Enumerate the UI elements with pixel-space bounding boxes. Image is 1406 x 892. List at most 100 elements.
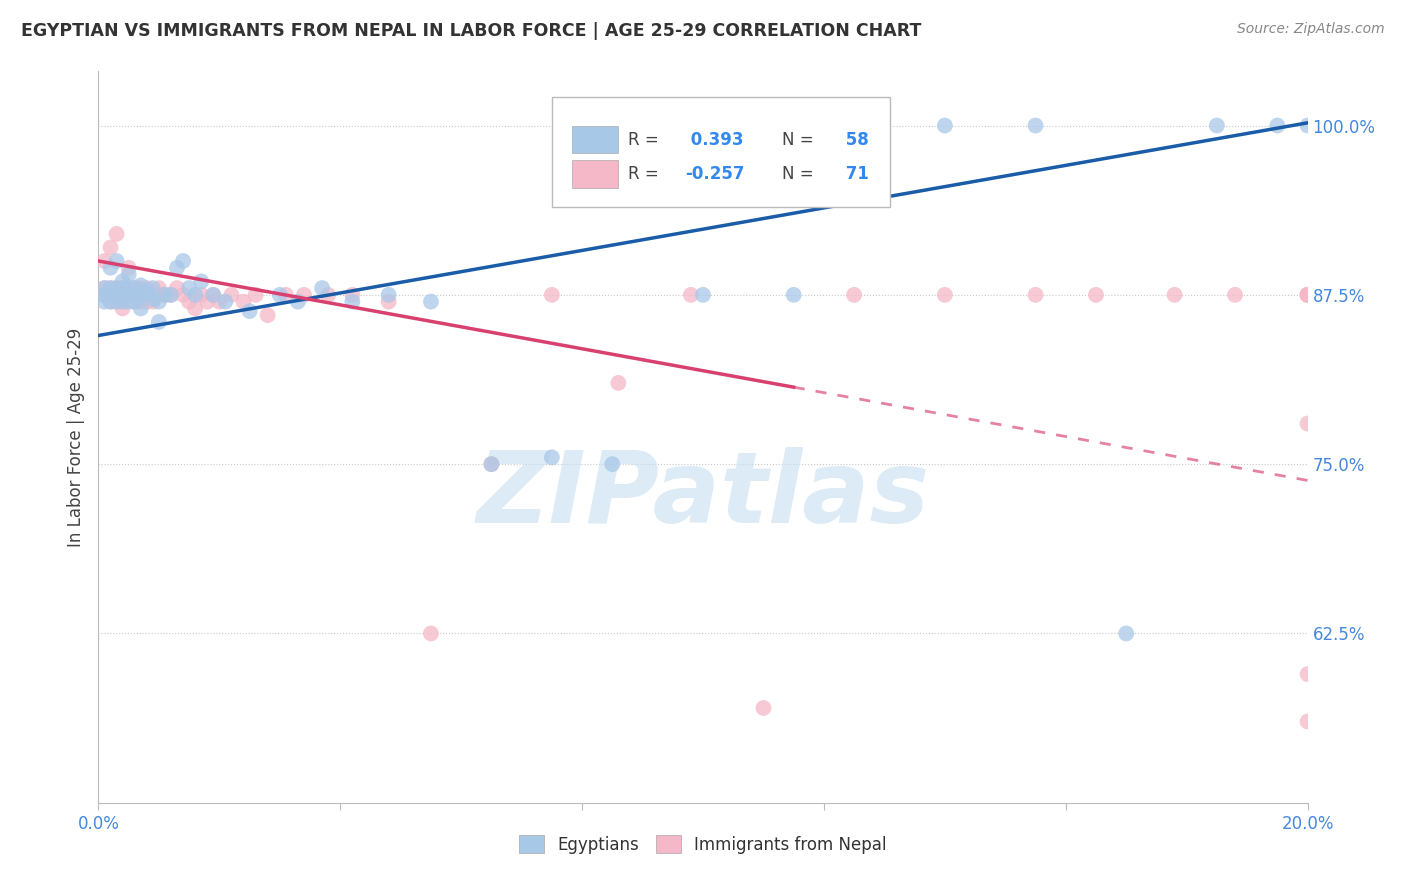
Point xyxy=(111,301,134,316)
Point xyxy=(1024,288,1046,302)
Point xyxy=(135,288,157,302)
Text: -0.257: -0.257 xyxy=(685,165,744,184)
Point xyxy=(342,294,364,309)
Point xyxy=(342,288,364,302)
Point xyxy=(316,288,339,302)
Text: 71: 71 xyxy=(839,165,869,184)
Point xyxy=(105,294,128,309)
Point xyxy=(100,281,122,295)
Text: N =: N = xyxy=(782,165,813,184)
Point xyxy=(142,288,165,302)
Point xyxy=(481,457,503,471)
Point xyxy=(692,288,714,302)
Point xyxy=(100,281,122,295)
Text: Source: ZipAtlas.com: Source: ZipAtlas.com xyxy=(1237,22,1385,37)
Point xyxy=(202,288,225,302)
Point xyxy=(1296,667,1319,681)
Point xyxy=(148,294,170,309)
Point xyxy=(118,281,141,295)
Point xyxy=(1024,119,1046,133)
Point xyxy=(540,288,562,302)
Point xyxy=(135,281,157,295)
Point xyxy=(100,288,122,302)
Point xyxy=(256,308,278,322)
Point xyxy=(1267,119,1289,133)
FancyBboxPatch shape xyxy=(551,97,890,207)
Point xyxy=(166,281,188,295)
Point xyxy=(100,288,122,302)
Point xyxy=(311,281,333,295)
Point xyxy=(184,288,207,302)
Point xyxy=(105,288,128,302)
Point xyxy=(377,294,399,309)
Point xyxy=(420,626,443,640)
Point xyxy=(172,254,194,268)
Point xyxy=(124,281,146,295)
Point xyxy=(1296,714,1319,729)
Point xyxy=(190,288,212,302)
Point xyxy=(105,281,128,295)
Point xyxy=(105,281,128,295)
Point xyxy=(179,281,201,295)
Point xyxy=(481,457,503,471)
Point xyxy=(269,288,291,302)
Point xyxy=(195,294,218,309)
Point xyxy=(124,288,146,302)
Point xyxy=(111,288,134,302)
Point xyxy=(221,288,243,302)
Point xyxy=(232,294,254,309)
Point xyxy=(190,274,212,288)
Point xyxy=(148,315,170,329)
Text: R =: R = xyxy=(628,165,659,184)
Point xyxy=(118,281,141,295)
Point xyxy=(208,294,231,309)
Point xyxy=(420,294,443,309)
Point xyxy=(783,288,806,302)
Text: 0.393: 0.393 xyxy=(685,130,744,149)
Point xyxy=(160,288,183,302)
Point xyxy=(111,294,134,309)
Point xyxy=(129,288,152,302)
Point xyxy=(93,288,115,302)
Point xyxy=(111,288,134,302)
Point xyxy=(124,281,146,295)
Point xyxy=(274,288,297,302)
Point xyxy=(934,119,956,133)
Point xyxy=(1223,288,1246,302)
Point xyxy=(111,281,134,295)
Point xyxy=(184,301,207,316)
Point xyxy=(93,288,115,302)
Point xyxy=(118,260,141,275)
Point xyxy=(679,288,702,302)
Point xyxy=(844,288,866,302)
Point xyxy=(111,294,134,309)
Point xyxy=(105,254,128,268)
Point xyxy=(129,301,152,316)
Point xyxy=(93,294,115,309)
Point xyxy=(153,288,176,302)
Point xyxy=(148,288,170,302)
Point xyxy=(118,268,141,282)
Point xyxy=(105,294,128,309)
Point xyxy=(100,260,122,275)
Y-axis label: In Labor Force | Age 25-29: In Labor Force | Age 25-29 xyxy=(67,327,86,547)
Point xyxy=(100,294,122,309)
Point xyxy=(105,288,128,302)
Point xyxy=(377,288,399,302)
Point xyxy=(166,260,188,275)
Text: 58: 58 xyxy=(839,130,869,149)
Point xyxy=(142,292,165,306)
Point xyxy=(214,294,236,309)
Point xyxy=(111,274,134,288)
Point xyxy=(118,288,141,302)
Point xyxy=(124,294,146,309)
Point xyxy=(135,294,157,309)
Point xyxy=(153,288,176,302)
FancyBboxPatch shape xyxy=(572,161,619,188)
Point xyxy=(1296,417,1319,431)
FancyBboxPatch shape xyxy=(572,126,619,153)
Point xyxy=(287,294,309,309)
Point xyxy=(245,288,267,302)
Point xyxy=(1296,288,1319,302)
Point xyxy=(118,288,141,302)
